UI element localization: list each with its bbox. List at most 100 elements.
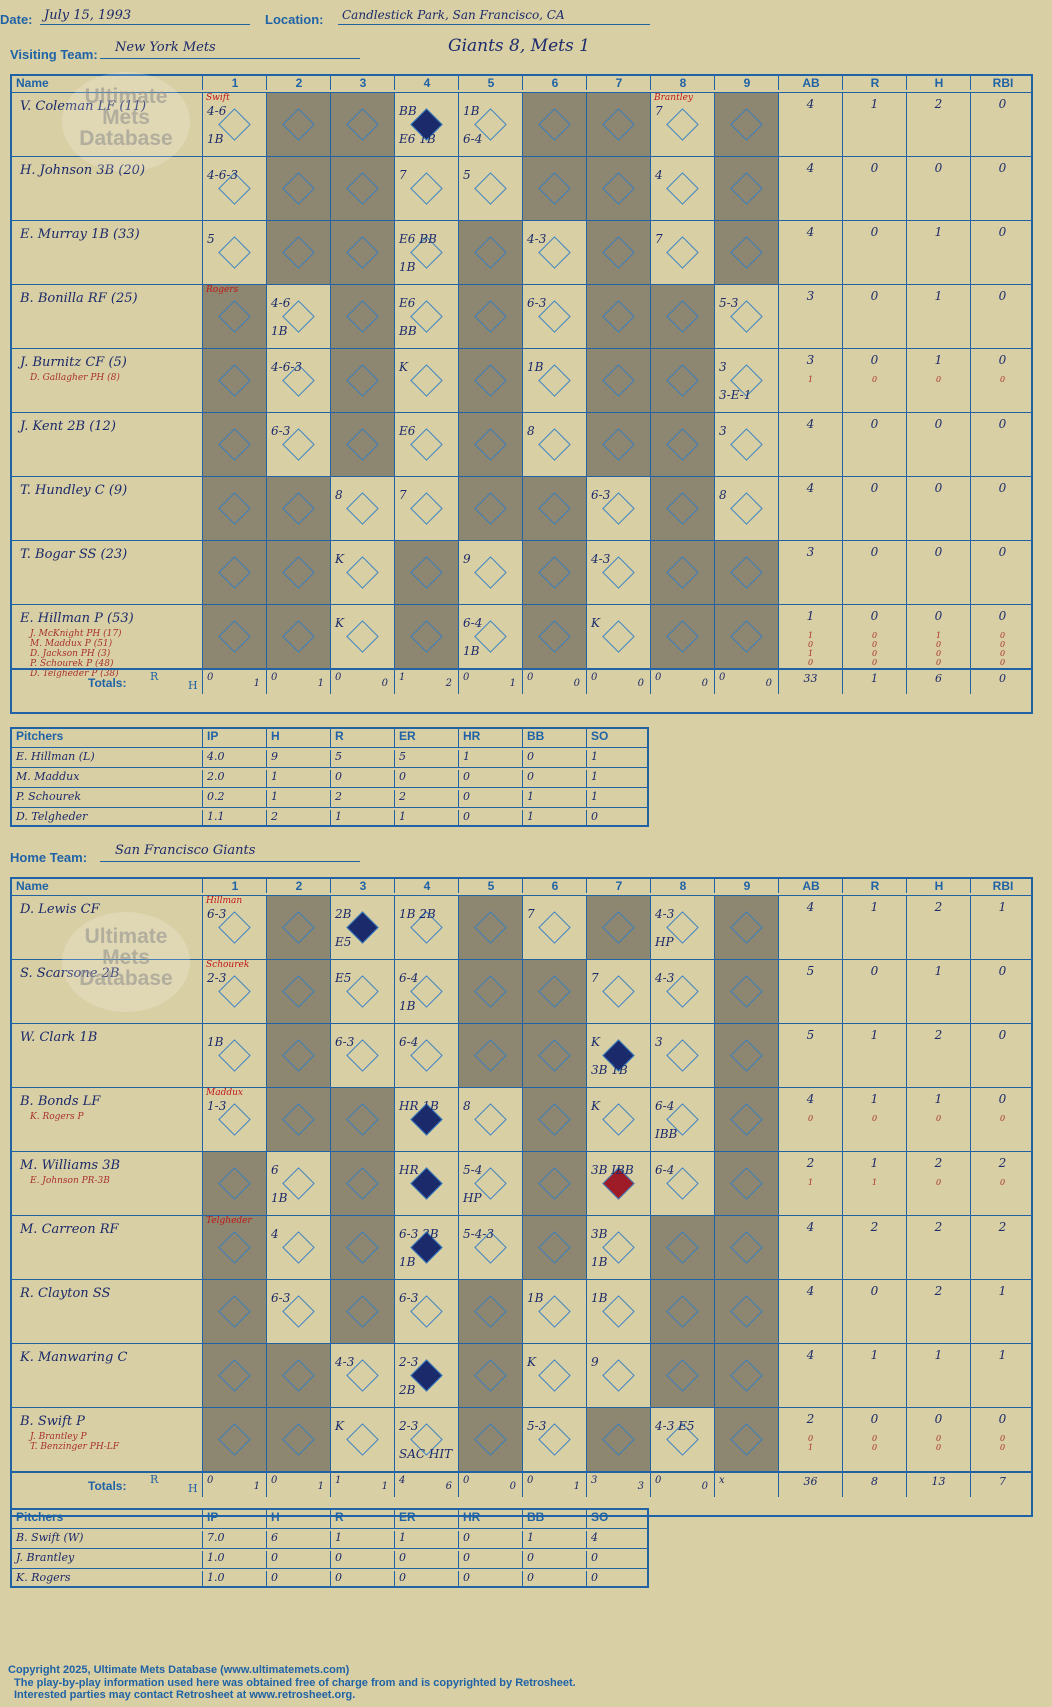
pitching-header-h: H: [266, 1510, 330, 1528]
totals-row: Totals: R H 0 1 0 1 1 1 4 6 0 0 0 1 3 3 0 0 x 36 8 13 7: [12, 1471, 1031, 1497]
inning-cell: [330, 1088, 394, 1152]
stat-value-h: 2: [934, 1220, 943, 1234]
column-header-inning-9: 9: [714, 76, 779, 90]
base-diamond: [537, 108, 571, 141]
stat-value-r: 0: [870, 353, 879, 367]
inning-cell: [266, 960, 330, 1024]
base-diamond: [729, 1359, 763, 1392]
base-diamond: [345, 172, 379, 205]
play-notation: 3: [655, 1035, 663, 1049]
batter-name: D. Lewis CF: [20, 902, 100, 917]
inning-cell: 5: [458, 157, 522, 221]
pitching-header-hr: HR: [458, 729, 522, 747]
visiting-team-value: New York Mets: [115, 40, 216, 55]
inning-cell: [202, 349, 266, 413]
inning-total-hits: 0: [765, 678, 772, 689]
pitching-cell: 0.2: [202, 790, 266, 807]
inning-cell: 3B 1B: [586, 1216, 650, 1280]
sub-stat-value: 0: [935, 1443, 942, 1452]
base-diamond: [409, 172, 443, 205]
stat-cell: 2: [906, 1024, 970, 1088]
inning-cell: 4: [650, 157, 714, 221]
stat-value-r: 2: [870, 1220, 879, 1234]
substitute-name: D. Gallagher PH (8): [30, 373, 120, 383]
stat-cell: 0: [970, 157, 1034, 221]
inning-cell: [522, 93, 586, 157]
sub-stat-value: 0: [935, 640, 942, 649]
stat-total-cell: 8: [842, 1473, 906, 1497]
stat-cell: 2: [906, 1216, 970, 1280]
column-header-inning-8: 8: [650, 879, 715, 893]
stat-value-h: 1: [934, 289, 943, 303]
inning-cell: [202, 605, 266, 669]
base-diamond: [665, 492, 699, 525]
stat-cell: 4: [778, 1344, 842, 1408]
sub-stat-value: 0: [935, 375, 942, 384]
date-value: July 15, 1993: [44, 8, 132, 23]
stat-value-r: 1: [870, 1028, 879, 1042]
column-header-name: Name: [16, 879, 49, 893]
stat-value-ab: 1: [806, 609, 815, 623]
pitcher-change-note: Schourek: [206, 960, 250, 970]
base-diamond: [217, 1295, 251, 1328]
location-line: Candlestick Park, San Francisco, CA: [338, 8, 650, 25]
pitching-row: [12, 1528, 647, 1549]
pitching-cell: 0: [458, 810, 522, 827]
base-diamond: [217, 1359, 251, 1392]
play-notation: 4-6-3: [207, 168, 239, 182]
stat-value-r: 1: [870, 97, 879, 111]
play-notation: 4-3: [591, 552, 611, 566]
inning-cell: [330, 1280, 394, 1344]
play-notation: 5-4-3: [463, 1227, 495, 1241]
play-notation: 7: [655, 232, 663, 246]
play-notation: 3B IBB: [591, 1163, 634, 1177]
stat-value-r: 0: [870, 225, 879, 239]
substitute-name: J. McKnight PH (17): [30, 629, 122, 639]
stat-value-ab: 3: [806, 289, 815, 303]
stat-cell: 4: [778, 896, 842, 960]
play-notation: 9: [591, 1355, 599, 1369]
base-diamond: [537, 1231, 571, 1264]
base-diamond: [601, 1103, 635, 1136]
stat-value-ab: 4: [806, 1092, 815, 1106]
play-notation: 1B: [591, 1291, 608, 1305]
stat-total-h: 6: [935, 672, 942, 685]
inning-cell: [522, 960, 586, 1024]
inning-cell: [714, 541, 778, 605]
pitcher-change-note: Telgheder: [206, 1216, 252, 1226]
base-diamond: [281, 1039, 315, 1072]
play-notation: 6-4 1B: [399, 971, 419, 1013]
sub-stat-value: 0: [871, 1443, 878, 1452]
stat-cell: 0: [842, 221, 906, 285]
batter-row: W. Clark 1B 1B 6-3 6-4 K 3B 1B 3 5 1 2 0: [12, 1023, 1031, 1088]
sub-stat-value: 0: [999, 375, 1006, 384]
pitching-cell: 4: [586, 1531, 647, 1548]
play-notation: 7: [655, 104, 663, 118]
inning-total-hits: 0: [701, 1481, 708, 1492]
batter-row: J. Burnitz CF (5) D. Gallagher PH (8) 4-6-…: [12, 348, 1031, 413]
inning-cell: K 3B 1B: [586, 1024, 650, 1088]
stat-cell: 1: [970, 1344, 1034, 1408]
base-diamond: [601, 300, 635, 333]
home-team-label: Home Team:: [10, 850, 88, 865]
inning-cell: [586, 157, 650, 221]
stat-total-cell: 13: [906, 1473, 970, 1497]
column-header-name: Name: [16, 76, 49, 90]
pitching-cell: 2: [330, 790, 394, 807]
batter-name: S. Scarsone 2B: [20, 966, 120, 981]
stat-value-ab: 4: [806, 417, 815, 431]
inning-cell: [714, 1280, 778, 1344]
stat-value-ab: 3: [806, 353, 815, 367]
stat-total-rbi: 7: [999, 1475, 1006, 1488]
base-diamond: [409, 492, 443, 525]
inning-cell: 5-4-3: [458, 1216, 522, 1280]
base-diamond: [345, 492, 379, 525]
base-diamond: [473, 300, 507, 333]
stat-cell: 0: [906, 477, 970, 541]
base-diamond: [217, 236, 251, 269]
stat-value-ab: 4: [806, 225, 815, 239]
